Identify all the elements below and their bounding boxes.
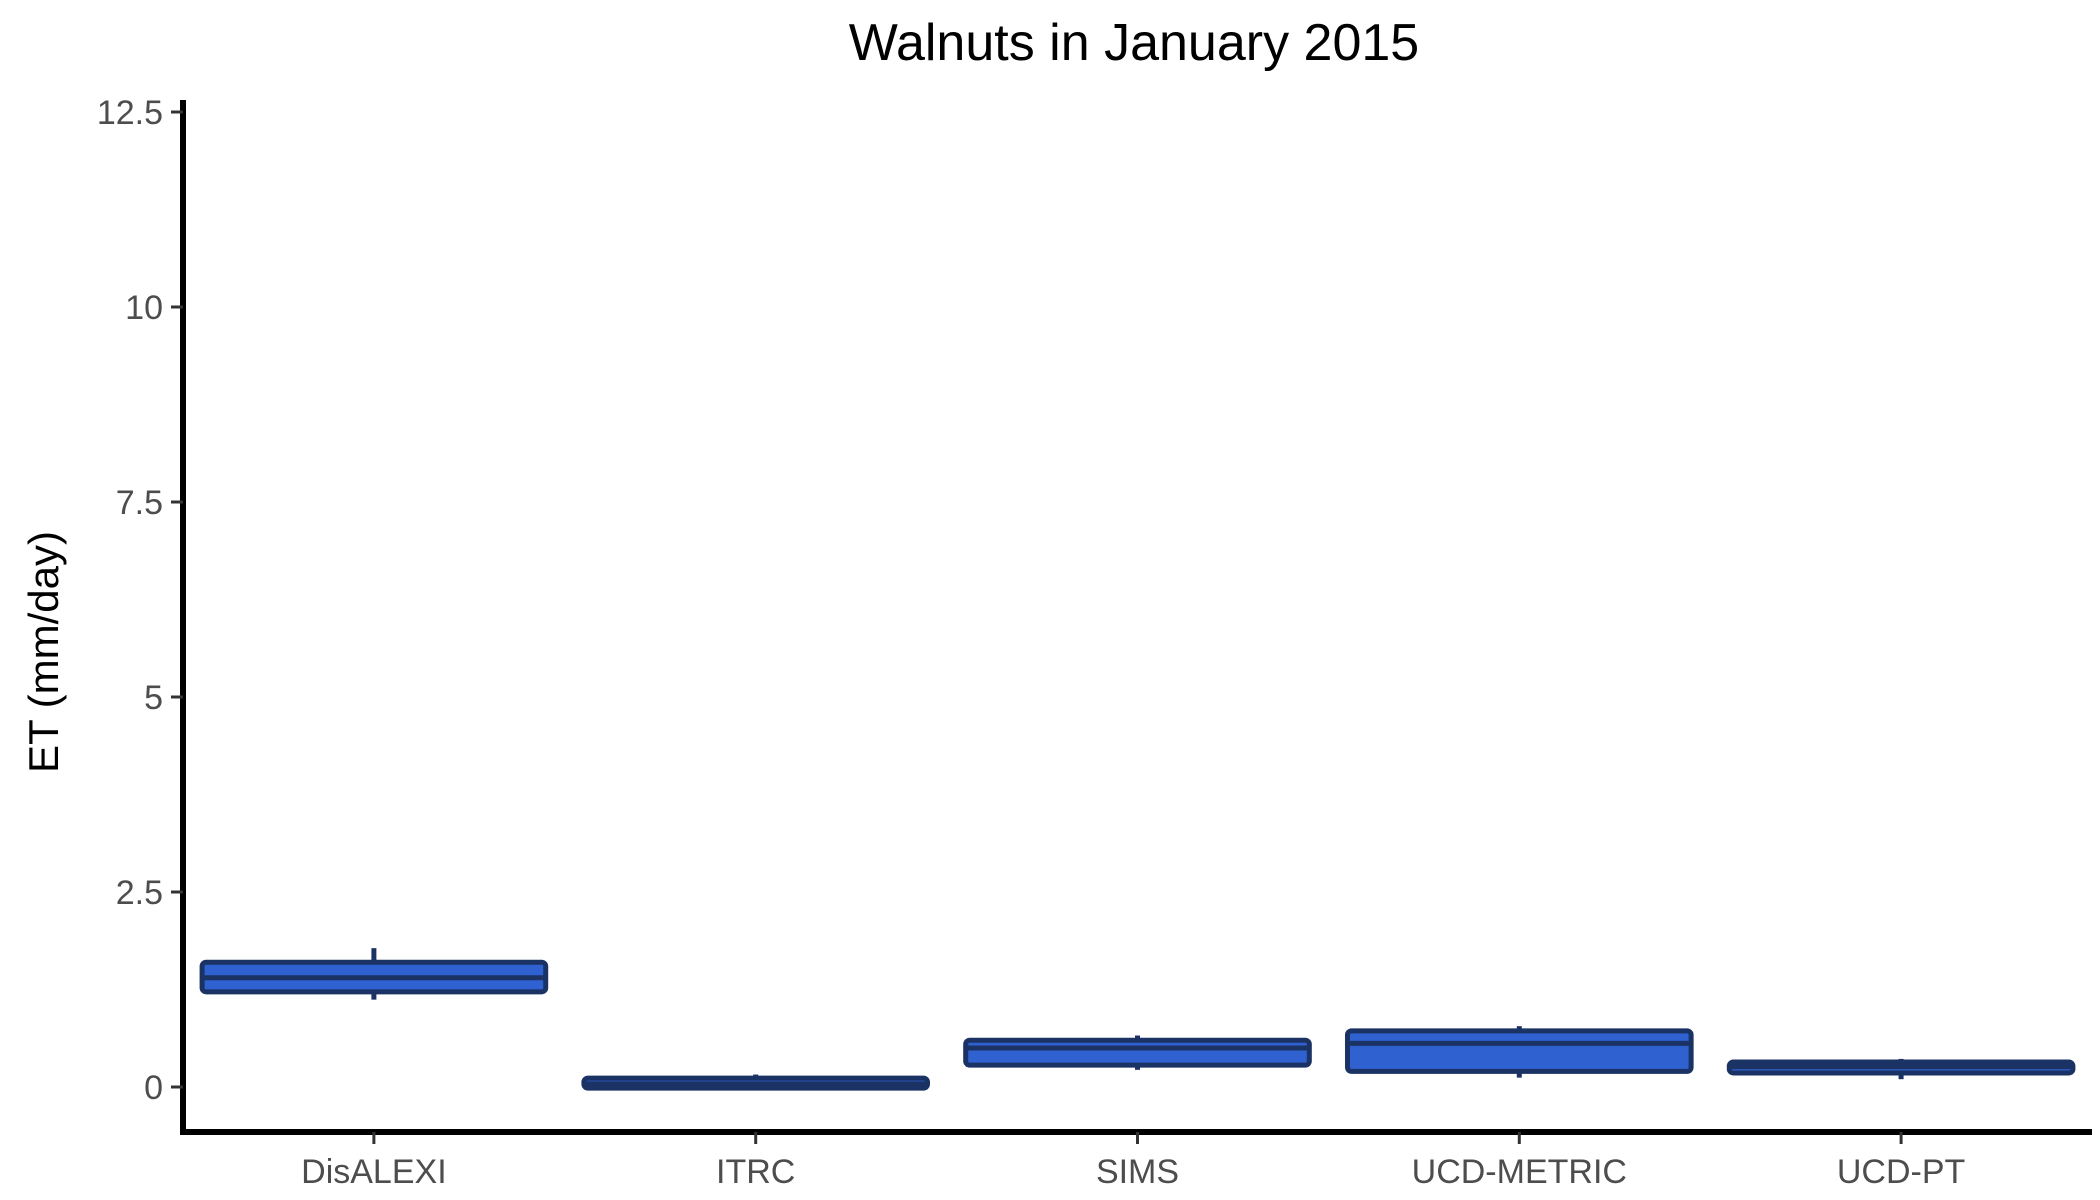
- x-tick-label: UCD-PT: [1837, 1153, 1965, 1191]
- y-axis-label: ET (mm/day): [20, 531, 67, 773]
- y-tick-label: 2.5: [116, 874, 163, 912]
- y-tick-label: 7.5: [116, 484, 163, 522]
- boxes: [199, 948, 2076, 1091]
- x-tick-label: ITRC: [716, 1153, 795, 1191]
- box-ucd-pt: [1726, 1058, 2076, 1080]
- x-tick-label: UCD-METRIC: [1412, 1153, 1627, 1191]
- y-tick-label: 5: [144, 679, 163, 717]
- box-rect: [1344, 1028, 1694, 1074]
- box-ucd-metric: [1344, 1026, 1694, 1078]
- x-ticks: DisALEXI ITRC SIMS UCD-METRIC UCD-PT: [301, 1132, 1965, 1191]
- box-rect: [963, 1037, 1312, 1068]
- chart-title: Walnuts in January 2015: [849, 14, 1419, 72]
- y-ticks: 0 2.5 5 7.5 10 12.5: [97, 94, 183, 1107]
- x-tick-label: SIMS: [1096, 1153, 1179, 1191]
- y-tick-label: 12.5: [97, 94, 163, 132]
- x-tick-label: DisALEXI: [301, 1153, 447, 1191]
- box-sims: [963, 1035, 1312, 1070]
- y-tick-label: 10: [125, 289, 163, 327]
- y-tick-label: 0: [144, 1069, 163, 1107]
- box-itrc: [581, 1074, 931, 1091]
- box-disalexi: [199, 948, 549, 1000]
